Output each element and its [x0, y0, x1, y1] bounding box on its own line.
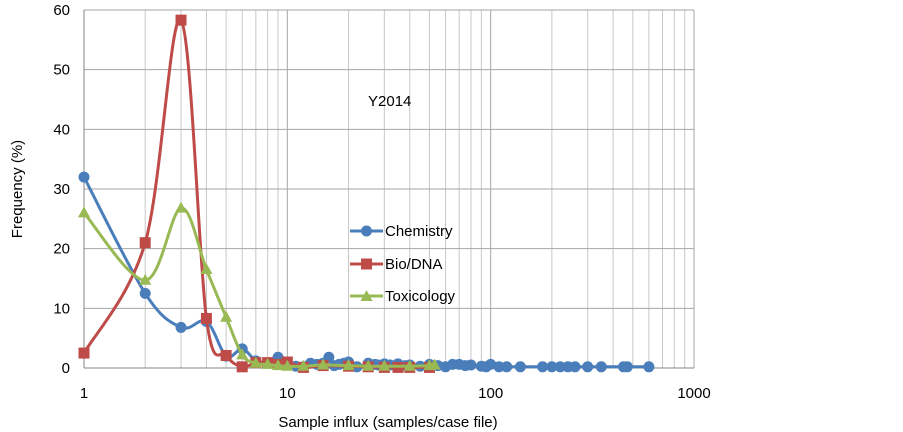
legend-entry-chemistry: Chemistry — [350, 223, 453, 240]
data-point-toxicology — [175, 201, 188, 213]
y-tick-label: 10 — [53, 300, 70, 317]
legend-label-toxicology: Toxicology — [385, 288, 456, 305]
x-tick-label: 100 — [478, 385, 503, 402]
data-point-chemistry — [485, 358, 497, 370]
x-tick-label: 1 — [80, 385, 88, 402]
data-point-biodna — [220, 349, 232, 361]
y-tick-label: 20 — [53, 241, 70, 258]
data-point-chemistry — [493, 361, 505, 373]
data-point-chemistry — [78, 171, 90, 183]
data-point-toxicology — [139, 273, 152, 285]
legend-marker-toxicology — [360, 290, 373, 301]
data-point-chemistry — [537, 361, 549, 373]
y-tick-label: 30 — [53, 181, 70, 198]
data-point-biodna — [175, 14, 187, 26]
y-axis-title: Frequency (%) — [9, 140, 26, 238]
legend-label-biodna: Bio/DNA — [385, 256, 443, 273]
legend-entry-toxicology: Toxicology — [350, 288, 456, 305]
y-tick-label: 60 — [53, 2, 70, 19]
data-point-toxicology — [236, 348, 249, 360]
data-point-toxicology — [378, 359, 391, 371]
x-tick-label: 1000 — [677, 385, 710, 402]
legend-entry-biodna: Bio/DNA — [350, 256, 443, 273]
data-point-toxicology — [281, 359, 294, 371]
data-point-biodna — [236, 361, 248, 373]
data-point-chemistry — [595, 361, 607, 373]
data-point-toxicology — [317, 358, 330, 370]
legend-marker-chemistry — [361, 225, 372, 237]
data-point-toxicology — [261, 357, 274, 369]
y-tick-label: 40 — [53, 121, 70, 138]
data-point-toxicology — [220, 310, 233, 322]
data-point-biodna — [78, 347, 90, 359]
data-point-chemistry — [501, 361, 513, 373]
data-point-chemistry — [546, 361, 558, 373]
data-point-toxicology — [249, 356, 262, 368]
data-point-toxicology — [362, 359, 375, 371]
data-point-chemistry — [621, 361, 633, 373]
data-point-toxicology — [403, 359, 416, 371]
series-layer — [78, 14, 655, 373]
annotation-y2014: Y2014 — [368, 93, 411, 110]
data-point-chemistry — [582, 361, 594, 373]
data-point-biodna — [200, 312, 212, 324]
x-axis-title: Sample influx (samples/case file) — [278, 414, 497, 431]
data-point-toxicology — [428, 358, 441, 370]
y-tick-label: 0 — [62, 360, 70, 377]
data-point-toxicology — [78, 206, 90, 218]
legend-label-chemistry: Chemistry — [385, 223, 453, 240]
data-point-toxicology — [297, 359, 310, 371]
data-point-chemistry — [514, 361, 526, 373]
y-tick-label: 50 — [53, 62, 70, 79]
x-tick-label: 10 — [279, 385, 296, 402]
data-point-biodna — [139, 237, 151, 249]
data-point-chemistry — [465, 359, 477, 371]
data-point-toxicology — [200, 263, 213, 275]
data-point-chemistry — [323, 351, 335, 363]
data-point-chemistry — [643, 361, 655, 373]
data-point-chemistry — [569, 361, 581, 373]
data-point-chemistry — [175, 321, 187, 333]
legend-marker-biodna — [361, 258, 372, 270]
data-point-toxicology — [342, 359, 355, 371]
grid — [83, 9, 695, 369]
series-toxicology — [78, 201, 441, 371]
data-point-chemistry — [554, 361, 566, 373]
legend: Chemistry Bio/DNA Toxicology — [350, 223, 456, 305]
data-point-toxicology — [272, 359, 285, 371]
data-point-chemistry — [139, 287, 151, 299]
